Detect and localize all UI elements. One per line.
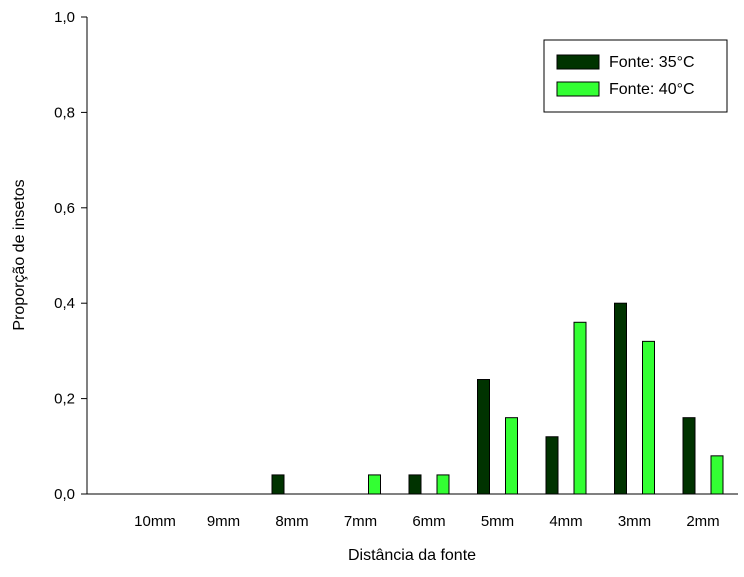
y-tick-label: 0,0 — [54, 486, 75, 503]
bar-series-1-3mm — [642, 340, 655, 495]
legend-box — [543, 39, 728, 113]
bars-layer — [271, 302, 724, 495]
y-tick-label: 0,6 — [54, 200, 75, 217]
x-tick-label: 8mm — [275, 513, 308, 530]
bar-series-0-8mm — [271, 474, 285, 495]
y-tick-label: 0,2 — [54, 391, 75, 408]
bar-series-1-5mm — [505, 417, 518, 495]
y-axis-label: Proporção de insetos — [11, 179, 28, 330]
bar-series-1-6mm — [436, 474, 450, 495]
x-tick-label: 6mm — [412, 513, 445, 530]
y-tick-label: 0,8 — [54, 104, 75, 121]
x-tick-label: 5mm — [481, 513, 514, 530]
bar-series-0-6mm — [408, 474, 422, 495]
x-ticks: 10mm 9mm 8mm 7mm 6mm 5mm 4mm 3mm 2mm — [134, 513, 720, 530]
x-tick-label: 3mm — [618, 513, 651, 530]
bar-series-0-2mm — [682, 417, 696, 495]
x-axis-label: Distância da fonte — [348, 547, 476, 564]
bar-series-1-2mm — [710, 455, 724, 495]
bar-series-1-7mm — [368, 474, 381, 495]
x-tick-label: 7mm — [344, 513, 377, 530]
bar-series-0-3mm — [614, 302, 627, 495]
y-tick-label: 1,0 — [54, 9, 75, 26]
bar-series-0-5mm — [477, 379, 490, 495]
x-tick-label: 9mm — [207, 513, 240, 530]
x-tick-label: 2mm — [686, 513, 719, 530]
legend: Fonte: 35°C Fonte: 40°C — [543, 39, 728, 113]
bar-series-0-4mm — [545, 436, 559, 495]
bar-series-1-4mm — [573, 321, 587, 495]
legend-label-35c: Fonte: 35°C — [609, 54, 695, 71]
legend-label-40c: Fonte: 40°C — [609, 81, 695, 98]
axes-layer — [86, 17, 738, 495]
x-tick-label: 10mm — [134, 513, 176, 530]
legend-swatch-40c — [556, 81, 600, 97]
legend-swatch-35c — [556, 54, 600, 70]
x-tick-label: 4mm — [549, 513, 582, 530]
y-tick-label: 0,4 — [54, 295, 75, 312]
y-ticks: 0,0 0,2 0,4 0,6 0,8 1,0 — [54, 9, 87, 503]
